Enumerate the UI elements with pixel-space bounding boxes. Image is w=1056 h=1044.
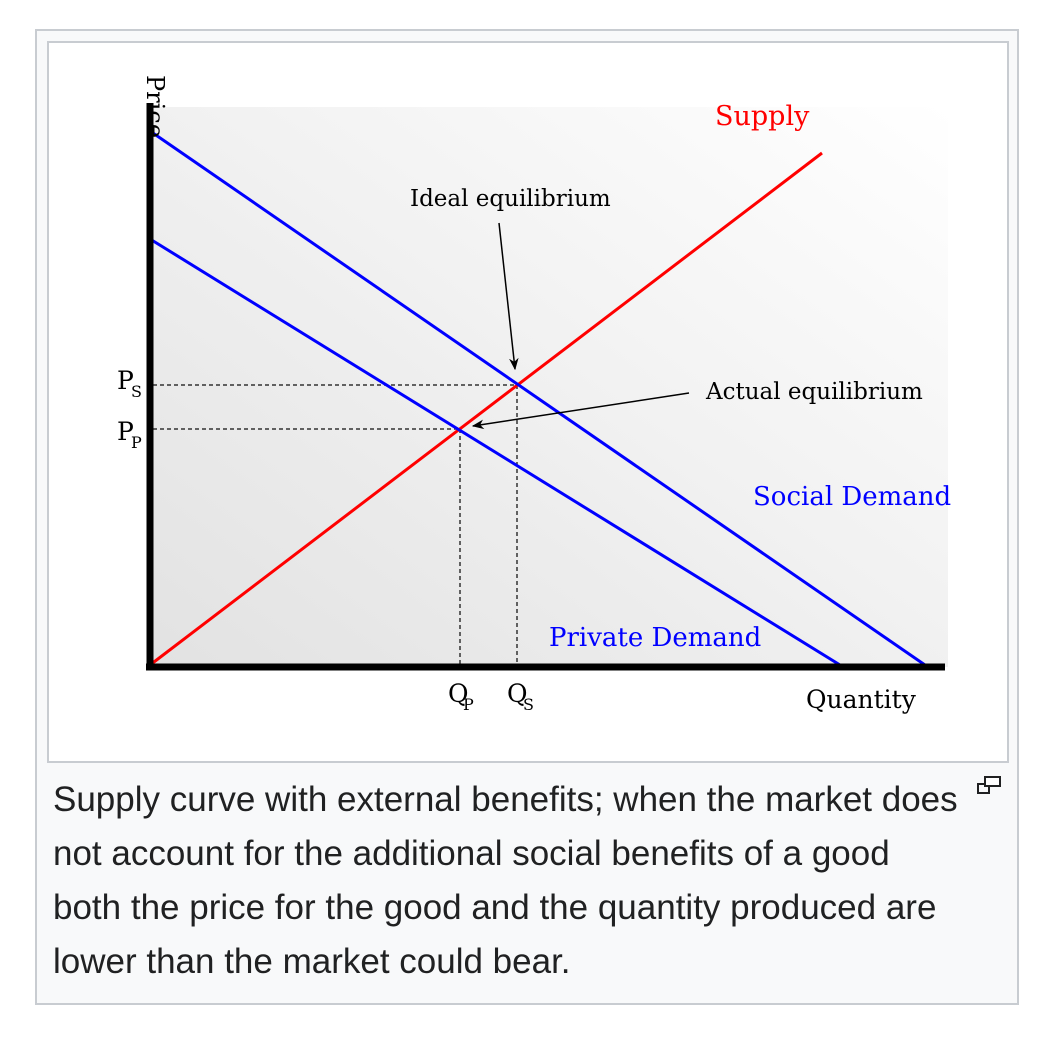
supply-curve [149, 151, 823, 667]
supply-label: Supply [715, 101, 810, 132]
quantity-axis-label: Quantity [806, 685, 917, 714]
private-demand-curve [149, 237, 841, 667]
qp-tick-sub: P [463, 695, 474, 714]
pp-tick-main: P [117, 417, 134, 446]
qp-tick-main: Q [448, 679, 469, 708]
figure-thumbnail: Price Quantity Supply Social Demand Priv… [35, 29, 1019, 1005]
pp-tick-sub: P [131, 433, 142, 452]
qp-tick-label: Q P [448, 679, 474, 714]
ideal-equilibrium-arrow [498, 222, 519, 371]
ideal-equilibrium-label: Ideal equilibrium [410, 186, 611, 212]
qs-tick-label: Q S [507, 679, 534, 714]
supply-demand-diagram: Price Quantity Supply Social Demand Priv… [117, 75, 951, 714]
plot-background [150, 107, 948, 667]
qs-tick-main: Q [507, 679, 528, 708]
figure-image-frame[interactable]: Price Quantity Supply Social Demand Priv… [47, 41, 1009, 763]
private-demand-label: Private Demand [549, 623, 761, 653]
social-demand-curve [149, 129, 926, 667]
figure-caption: Supply curve with external benefits; whe… [53, 780, 958, 981]
ps-tick-label: P S [117, 366, 142, 401]
social-demand-label: Social Demand [753, 482, 951, 512]
magnify-clip-icon[interactable] [977, 776, 1001, 798]
ps-tick-main: P [117, 366, 134, 395]
ps-tick-sub: S [131, 382, 142, 401]
pp-tick-label: P P [117, 417, 142, 452]
actual-equilibrium-label: Actual equilibrium [705, 379, 923, 405]
price-axis-label: Price [141, 75, 169, 138]
actual-equilibrium-arrow [471, 392, 690, 430]
qs-tick-sub: S [523, 695, 534, 714]
